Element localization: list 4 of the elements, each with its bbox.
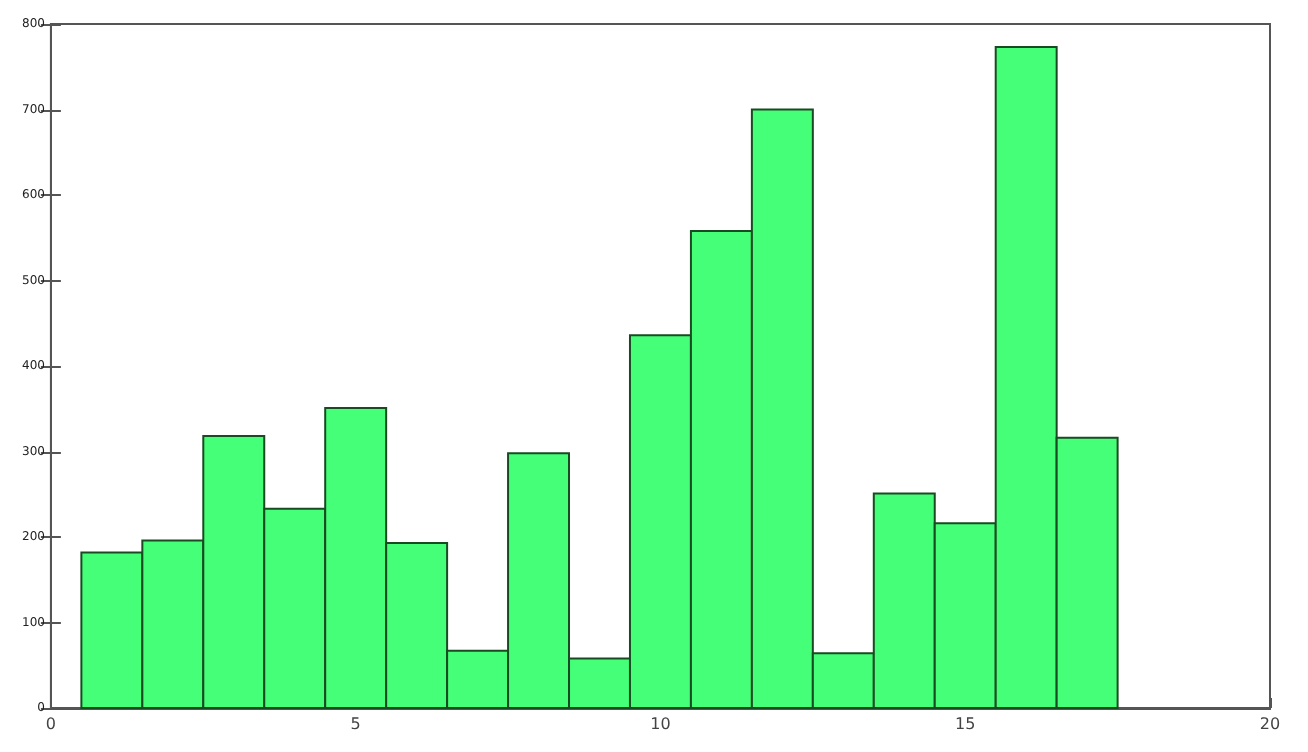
- x-tick-label: 15: [955, 715, 976, 733]
- x-tick-label: 5: [350, 715, 361, 733]
- x-tick-label: 10: [650, 715, 671, 733]
- x-tick-label: 20: [1259, 715, 1281, 733]
